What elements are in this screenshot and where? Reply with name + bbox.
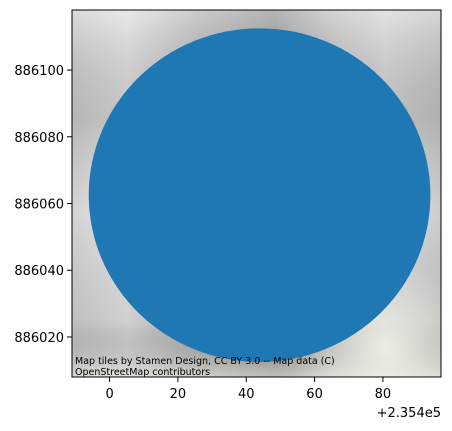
- x-tick-label: 40: [238, 387, 255, 402]
- x-axis-offset-label: +2.354e5: [377, 406, 441, 421]
- map-attribution: Map tiles by Stamen Design, CC BY 3.0 --…: [75, 356, 335, 378]
- y-axis: 886020 886040 886060 886080 886100: [14, 64, 72, 346]
- attribution-line: Map tiles by Stamen Design, CC BY 3.0 --…: [75, 356, 335, 367]
- x-tick-label: 60: [306, 387, 323, 402]
- series-circle-0: [88, 28, 431, 362]
- series-layer: [88, 28, 431, 362]
- y-tick-label: 886060: [14, 198, 64, 213]
- attribution-line: OpenStreetMap contributors: [75, 367, 210, 378]
- x-axis: 0 20 40 60 80: [105, 377, 391, 402]
- axes-frame: [71, 9, 442, 378]
- y-tick-label: 886100: [14, 64, 64, 79]
- x-tick-label: 0: [105, 387, 113, 402]
- y-tick-label: 886080: [14, 131, 64, 146]
- y-tick-label: 886020: [14, 331, 64, 346]
- x-tick-label: 80: [375, 387, 392, 402]
- x-tick-label: 20: [170, 387, 187, 402]
- y-tick-label: 886040: [14, 264, 64, 279]
